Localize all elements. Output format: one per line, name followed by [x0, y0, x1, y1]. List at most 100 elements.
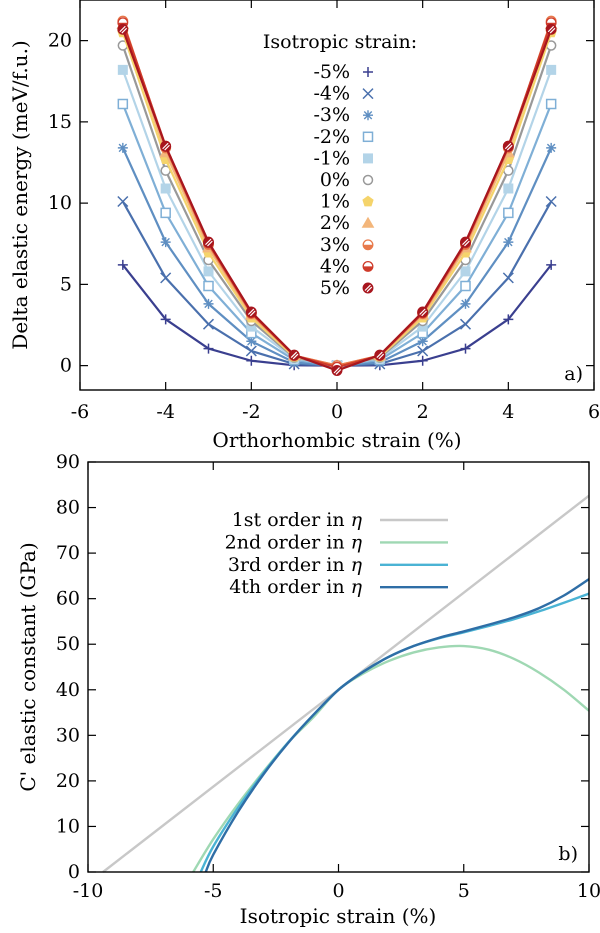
y-tick-label: 15 — [48, 111, 72, 133]
series-4-point-10 — [546, 64, 557, 75]
legend-marker-10 — [362, 282, 374, 294]
series-1-point-0 — [117, 195, 129, 208]
series-1-point-10 — [545, 195, 557, 208]
legend-label-2: -3% — [313, 104, 350, 126]
series-1-point-1 — [160, 272, 172, 284]
panel-a-legend: Isotropic strain: -5%-4%-3%-2%-1%0%1%2%3… — [263, 31, 417, 299]
legend-label-0: -5% — [313, 61, 350, 83]
series-2-point-3 — [246, 336, 257, 347]
b-y-tick-label: 80 — [56, 497, 80, 519]
b-y-tick-label: 10 — [56, 815, 80, 837]
b-y-tick-label: 60 — [56, 588, 80, 610]
b-y-tick-label: 0 — [68, 861, 80, 883]
series-1-point-2 — [202, 318, 215, 330]
legend-label-4: -1% — [313, 147, 350, 169]
panel-b-y-axis-title: C' elastic constant (GPa) — [16, 542, 40, 791]
panel-b-elastic-constant-chart: -10 -5 0 5 10 0 10 20 30 40 50 60 70 80 90 1st order i… — [16, 451, 600, 928]
series-1-point-3 — [245, 345, 257, 357]
legend-label-7: 2% — [320, 212, 350, 234]
b-x-tick-label: 5 — [458, 880, 470, 902]
legend-label-10: 5% — [320, 277, 350, 299]
series-4-point-2 — [203, 266, 214, 277]
b-y-tick-label: 30 — [56, 724, 80, 746]
panel-b-plot-area — [102, 494, 590, 873]
b-y-tick-label: 70 — [56, 542, 80, 564]
series-0-point-3 — [246, 355, 257, 366]
legend-marker-1 — [362, 88, 374, 100]
legend-marker-4 — [363, 153, 373, 164]
series-1-point-7 — [417, 345, 429, 357]
legend-marker-8 — [362, 239, 374, 251]
b-y-tick-label: 50 — [56, 633, 80, 655]
legend-label-3: -2% — [313, 126, 350, 148]
series-2-point-10 — [546, 142, 557, 153]
x-tick-label: -2 — [242, 401, 261, 423]
series-10-point-7 — [417, 306, 429, 318]
b-series-1-line — [192, 644, 590, 873]
series-1-point-8 — [459, 318, 472, 330]
series-10-point-6 — [374, 349, 386, 361]
panel-b-label: b) — [558, 843, 578, 865]
panel-a-x-axis-title: Orthorhombic strain (%) — [212, 428, 461, 452]
series-0-point-10 — [546, 259, 557, 270]
x-tick-label: 0 — [331, 401, 343, 423]
series-0-point-0 — [117, 259, 128, 270]
series-10-point-8 — [460, 236, 471, 248]
series-4-point-9 — [503, 183, 514, 194]
legend-label-9: 4% — [320, 255, 350, 277]
y-tick-label: 5 — [60, 273, 72, 295]
series-2-point-8 — [460, 298, 471, 309]
series-3-point-9 — [503, 207, 514, 219]
series-3-point-8 — [460, 280, 471, 292]
series-1-point-9 — [502, 272, 514, 284]
legend-label-8: 3% — [320, 234, 350, 256]
y-tick-label: 20 — [48, 30, 72, 52]
series-2-point-2 — [203, 298, 214, 309]
series-10-point-5 — [331, 365, 343, 376]
series-2-point-1 — [160, 237, 171, 248]
series-2-point-0 — [117, 142, 128, 153]
series-4-point-0 — [117, 64, 128, 75]
legend-marker-2 — [363, 110, 373, 121]
series-0-point-7 — [417, 355, 428, 366]
b-legend-label-0: 1st order in η — [232, 509, 363, 531]
series-4-point-1 — [160, 183, 171, 194]
series-3-point-0 — [117, 98, 129, 110]
b-x-tick-label: -10 — [73, 880, 104, 902]
x-tick-label: -4 — [156, 401, 175, 423]
panel-a-ticks: -6 -4 -2 0 2 4 6 0 5 10 15 20 — [48, 0, 600, 423]
series-0-point-8 — [460, 343, 471, 354]
series-2-point-9 — [503, 237, 514, 248]
b-x-tick-label: 10 — [577, 880, 600, 902]
series-3-point-10 — [545, 98, 557, 110]
b-x-tick-label: -5 — [204, 880, 223, 902]
panel-b-ticks: -10 -5 0 5 10 0 10 20 30 40 50 60 70 80 90 — [56, 451, 600, 902]
b-y-tick-label: 20 — [56, 770, 80, 792]
series-10-point-9 — [502, 140, 514, 152]
panel-a-energy-chart: -6 -4 -2 0 2 4 6 0 5 10 15 20 Isotropic strain: -5%… — [8, 0, 600, 452]
b-series-2-line — [199, 592, 590, 873]
legend-label-1: -4% — [313, 83, 350, 105]
series-10-point-3 — [245, 306, 257, 318]
series-3-point-2 — [203, 280, 214, 292]
b-legend-label-3: 4th order in η — [229, 576, 362, 598]
legend-marker-5 — [362, 174, 374, 186]
legend-title: Isotropic strain: — [263, 31, 417, 53]
series-0-point-1 — [160, 314, 171, 325]
legend-label-6: 1% — [320, 191, 350, 213]
series-0-point-9 — [503, 314, 514, 325]
x-tick-label: -6 — [71, 401, 90, 423]
series-3-point-1 — [160, 207, 171, 219]
series-10-group — [117, 23, 557, 376]
b-y-tick-label: 40 — [56, 679, 80, 701]
x-tick-label: 4 — [502, 401, 514, 423]
legend-marker-3 — [362, 131, 374, 143]
b-legend-label-1: 2nd order in η — [225, 531, 363, 553]
x-tick-label: 2 — [417, 401, 429, 423]
y-tick-label: 10 — [48, 192, 72, 214]
series-10-point-0 — [117, 23, 129, 35]
legend-marker-0 — [363, 67, 373, 77]
b-series-3-line — [204, 578, 590, 873]
series-10-point-4 — [288, 349, 300, 361]
